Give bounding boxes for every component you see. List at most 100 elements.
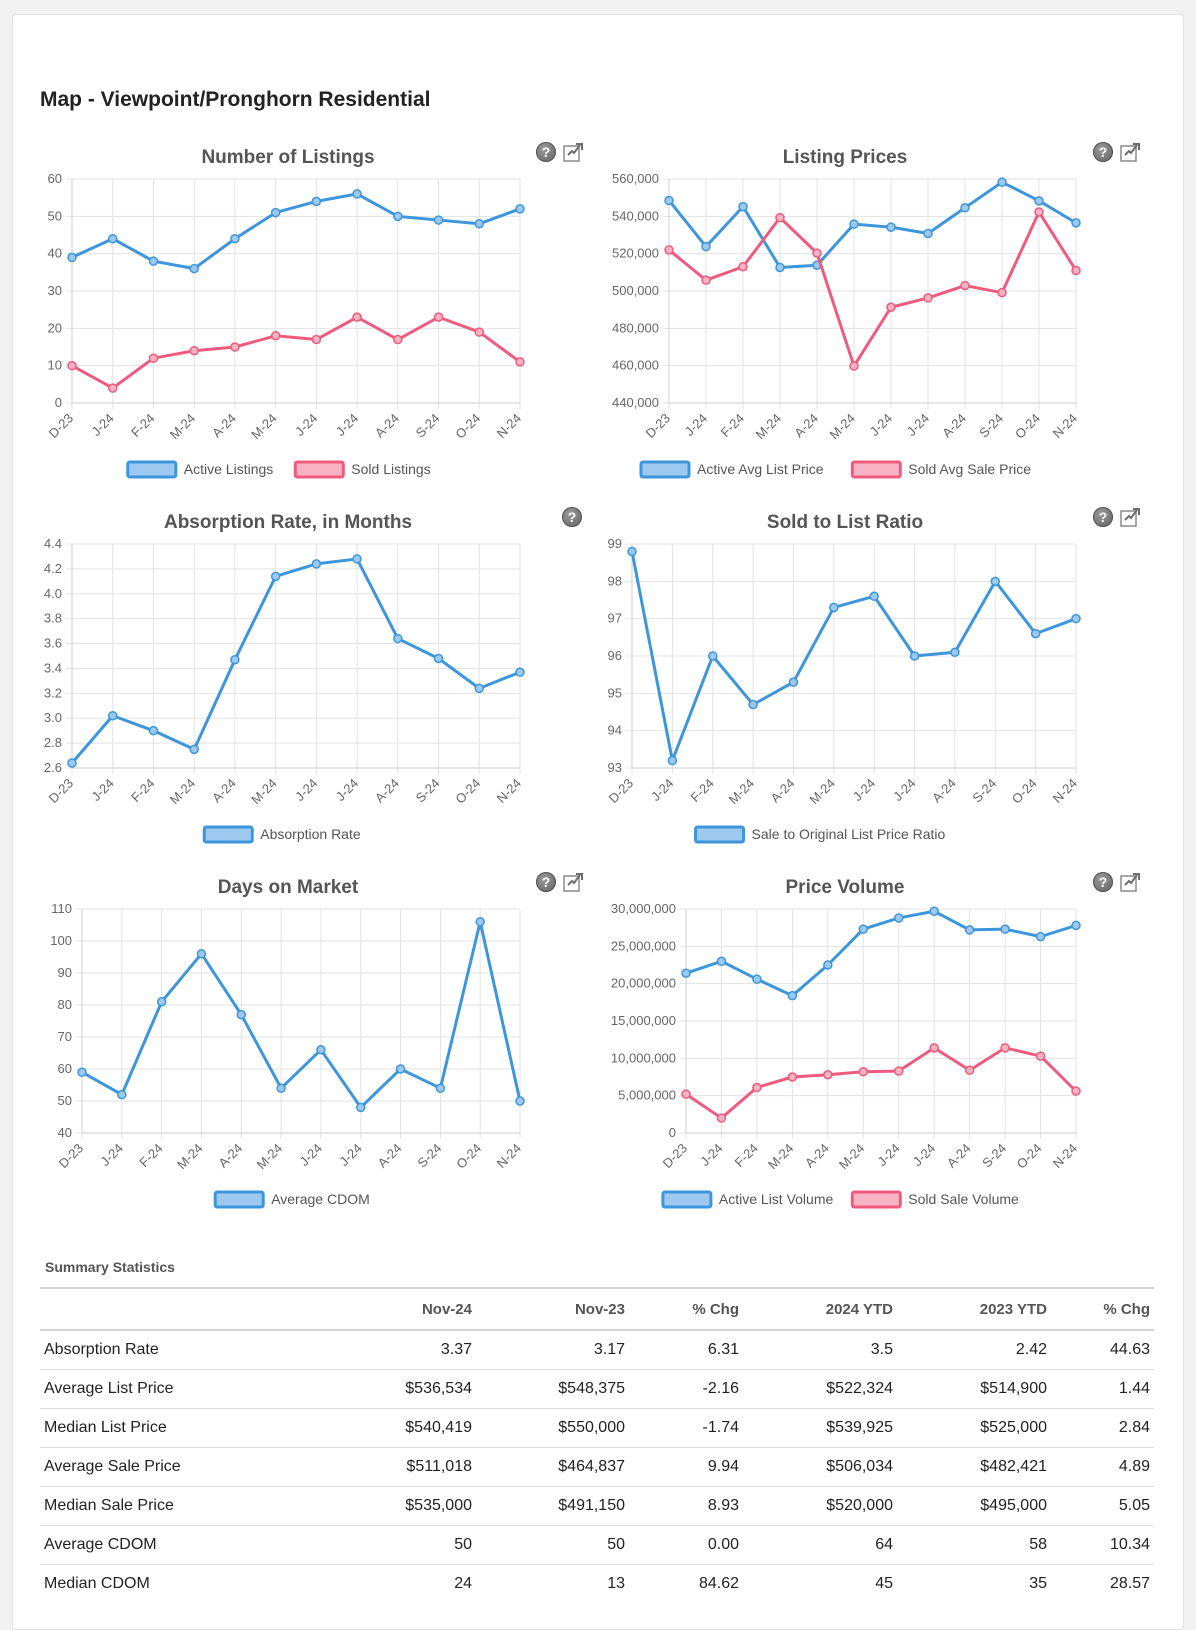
data-point[interactable] [886, 302, 896, 312]
data-point[interactable] [352, 312, 362, 322]
data-point[interactable] [752, 974, 762, 984]
data-point[interactable] [997, 287, 1007, 298]
data-point[interactable] [107, 710, 118, 721]
data-point[interactable] [812, 248, 822, 258]
data-point[interactable] [627, 546, 637, 557]
data-point[interactable] [738, 261, 748, 272]
export-chart-icon[interactable] [1119, 141, 1141, 163]
data-point[interactable] [701, 241, 711, 252]
data-point[interactable] [964, 925, 975, 935]
legend-label[interactable]: Active Avg List Price [697, 461, 824, 477]
legend-swatch[interactable] [202, 825, 254, 844]
data-point[interactable] [990, 576, 1001, 587]
legend-label[interactable]: Sale to Original List Price Ratio [752, 826, 946, 842]
data-point[interactable] [67, 252, 77, 263]
data-point[interactable] [236, 1009, 247, 1020]
data-point[interactable] [681, 968, 691, 978]
data-point[interactable] [355, 1102, 366, 1113]
data-point[interactable] [316, 1045, 326, 1055]
data-point[interactable] [1000, 924, 1010, 934]
export-chart-icon[interactable] [562, 141, 584, 163]
data-point[interactable] [893, 1066, 904, 1076]
data-point[interactable] [475, 917, 485, 927]
legend-swatch[interactable] [639, 460, 691, 479]
data-point[interactable] [393, 211, 403, 222]
data-point[interactable] [752, 1082, 762, 1093]
data-point[interactable] [664, 195, 674, 206]
data-point[interactable] [276, 1083, 286, 1093]
data-point[interactable] [230, 233, 240, 244]
data-point[interactable] [775, 262, 785, 273]
data-point[interactable] [311, 334, 322, 345]
data-point[interactable] [67, 758, 77, 768]
data-point[interactable] [515, 1096, 525, 1106]
data-point[interactable] [701, 275, 711, 285]
data-point[interactable] [909, 651, 920, 661]
legend-swatch[interactable] [213, 1190, 265, 1209]
data-point[interactable] [964, 1065, 975, 1076]
data-point[interactable] [707, 651, 718, 661]
data-point[interactable] [823, 960, 833, 970]
data-point[interactable] [435, 1083, 446, 1093]
data-point[interactable] [923, 228, 933, 239]
data-point[interactable] [1071, 1086, 1081, 1096]
data-point[interactable] [869, 591, 879, 602]
data-point[interactable] [156, 997, 167, 1007]
legend-label[interactable]: Sold Listings [351, 461, 430, 477]
data-point[interactable] [433, 653, 444, 664]
legend-label[interactable]: Sold Sale Volume [908, 1191, 1019, 1207]
data-point[interactable] [515, 667, 525, 677]
legend-label[interactable]: Sold Avg Sale Price [908, 461, 1031, 477]
data-point[interactable] [270, 207, 281, 218]
data-point[interactable] [352, 189, 362, 199]
question-mark-icon[interactable]: ? [536, 142, 556, 162]
data-point[interactable] [849, 219, 859, 229]
export-chart-icon[interactable] [562, 871, 584, 893]
question-mark-icon[interactable]: ? [536, 872, 556, 892]
data-point[interactable] [117, 1089, 127, 1100]
data-point[interactable] [474, 327, 485, 337]
data-point[interactable] [1034, 196, 1044, 206]
data-point[interactable] [393, 334, 403, 345]
legend-swatch[interactable] [850, 1190, 902, 1209]
data-point[interactable] [1035, 1051, 1046, 1061]
data-point[interactable] [148, 353, 159, 363]
data-point[interactable] [515, 357, 525, 367]
data-point[interactable] [960, 280, 970, 291]
data-point[interactable] [923, 293, 933, 303]
data-point[interactable] [950, 647, 960, 658]
export-chart-icon[interactable] [1119, 506, 1141, 528]
data-point[interactable] [67, 360, 77, 371]
data-point[interactable] [230, 654, 240, 665]
data-point[interactable] [395, 1064, 406, 1074]
data-point[interactable] [107, 233, 118, 244]
data-point[interactable] [748, 699, 758, 710]
data-point[interactable] [515, 204, 525, 214]
data-point[interactable] [352, 554, 362, 564]
data-point[interactable] [1071, 218, 1081, 228]
data-point[interactable] [1071, 265, 1081, 276]
legend-label[interactable]: Absorption Rate [260, 826, 361, 842]
data-point[interactable] [77, 1067, 87, 1077]
data-point[interactable] [189, 744, 199, 755]
data-point[interactable] [107, 383, 118, 393]
question-mark-icon[interactable]: ? [1093, 507, 1113, 527]
data-point[interactable] [823, 1070, 833, 1080]
data-point[interactable] [189, 345, 199, 356]
question-mark-icon[interactable]: ? [1093, 872, 1113, 892]
data-point[interactable] [858, 924, 869, 934]
data-point[interactable] [433, 312, 444, 322]
legend-swatch[interactable] [850, 460, 902, 479]
question-mark-icon[interactable]: ? [1093, 142, 1113, 162]
data-point[interactable] [886, 222, 896, 232]
data-point[interactable] [311, 196, 322, 207]
data-point[interactable] [929, 1043, 939, 1053]
data-point[interactable] [738, 201, 748, 212]
data-point[interactable] [787, 990, 798, 1001]
data-point[interactable] [474, 219, 485, 229]
data-point[interactable] [270, 571, 281, 582]
data-point[interactable] [716, 1113, 727, 1123]
data-point[interactable] [858, 1067, 869, 1077]
question-mark-icon[interactable]: ? [562, 507, 582, 527]
data-point[interactable] [664, 245, 674, 255]
